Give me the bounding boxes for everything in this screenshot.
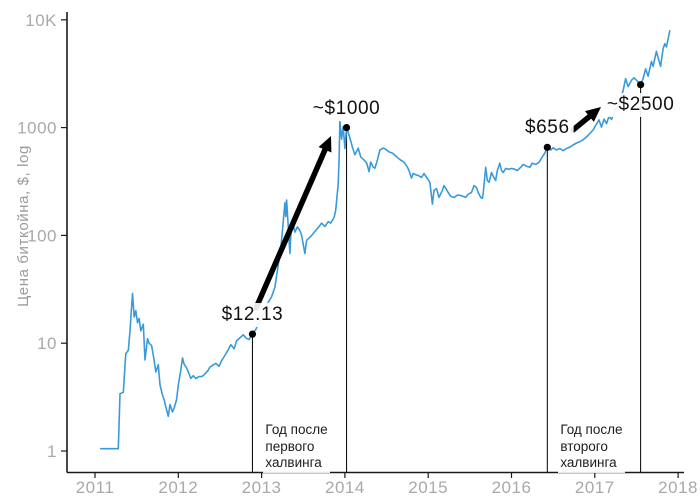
- y-axis-title: Цена биткойна, $, log: [15, 145, 32, 307]
- x-tick-label: 2017: [575, 478, 615, 497]
- halving-note-line: Год после: [265, 422, 328, 437]
- y-tick-label: 10: [37, 334, 57, 353]
- halving-note-line: халвинга: [560, 455, 617, 470]
- price-annotation-label: ~$2500: [602, 92, 679, 117]
- halving-note: Год после первого халвинга: [263, 421, 330, 473]
- halving-note-line: халвинга: [265, 455, 322, 470]
- y-tick-label: 1000: [17, 119, 57, 138]
- price-annotation-label: ~$1000: [308, 96, 385, 121]
- halving-point-dot: [543, 143, 551, 151]
- y-tick-label: 10K: [25, 11, 57, 30]
- price-annotation-label: $656: [520, 116, 574, 141]
- price-line: [100, 30, 671, 450]
- x-tick-label: 2011: [76, 478, 115, 497]
- growth-arrow-head: [318, 136, 332, 153]
- x-tick-label: 2012: [158, 478, 198, 497]
- halving-note-line: Год после: [560, 422, 623, 437]
- growth-arrow-shaft: [570, 111, 595, 133]
- growth-arrow-head: [584, 107, 601, 122]
- x-tick-label: 2016: [492, 478, 532, 497]
- growth-arrow-shaft: [253, 144, 329, 311]
- halving-point-dot: [248, 330, 257, 338]
- halving-point-dot: [637, 81, 645, 89]
- halving-point-dot: [342, 124, 351, 132]
- x-tick-label: 2015: [408, 478, 448, 497]
- x-tick-label: 2013: [242, 478, 282, 497]
- price-annotation-label: $12.13: [217, 303, 288, 328]
- halving-note-line: второго: [560, 438, 608, 454]
- y-tick-label: 1: [47, 442, 57, 461]
- y-tick-label: 100: [27, 226, 57, 245]
- x-tick-label: 2018: [658, 478, 698, 497]
- halving-note: Год после второго халвинга: [558, 421, 625, 473]
- halving-note-line: первого: [265, 438, 315, 454]
- x-tick-label: 2014: [325, 478, 365, 497]
